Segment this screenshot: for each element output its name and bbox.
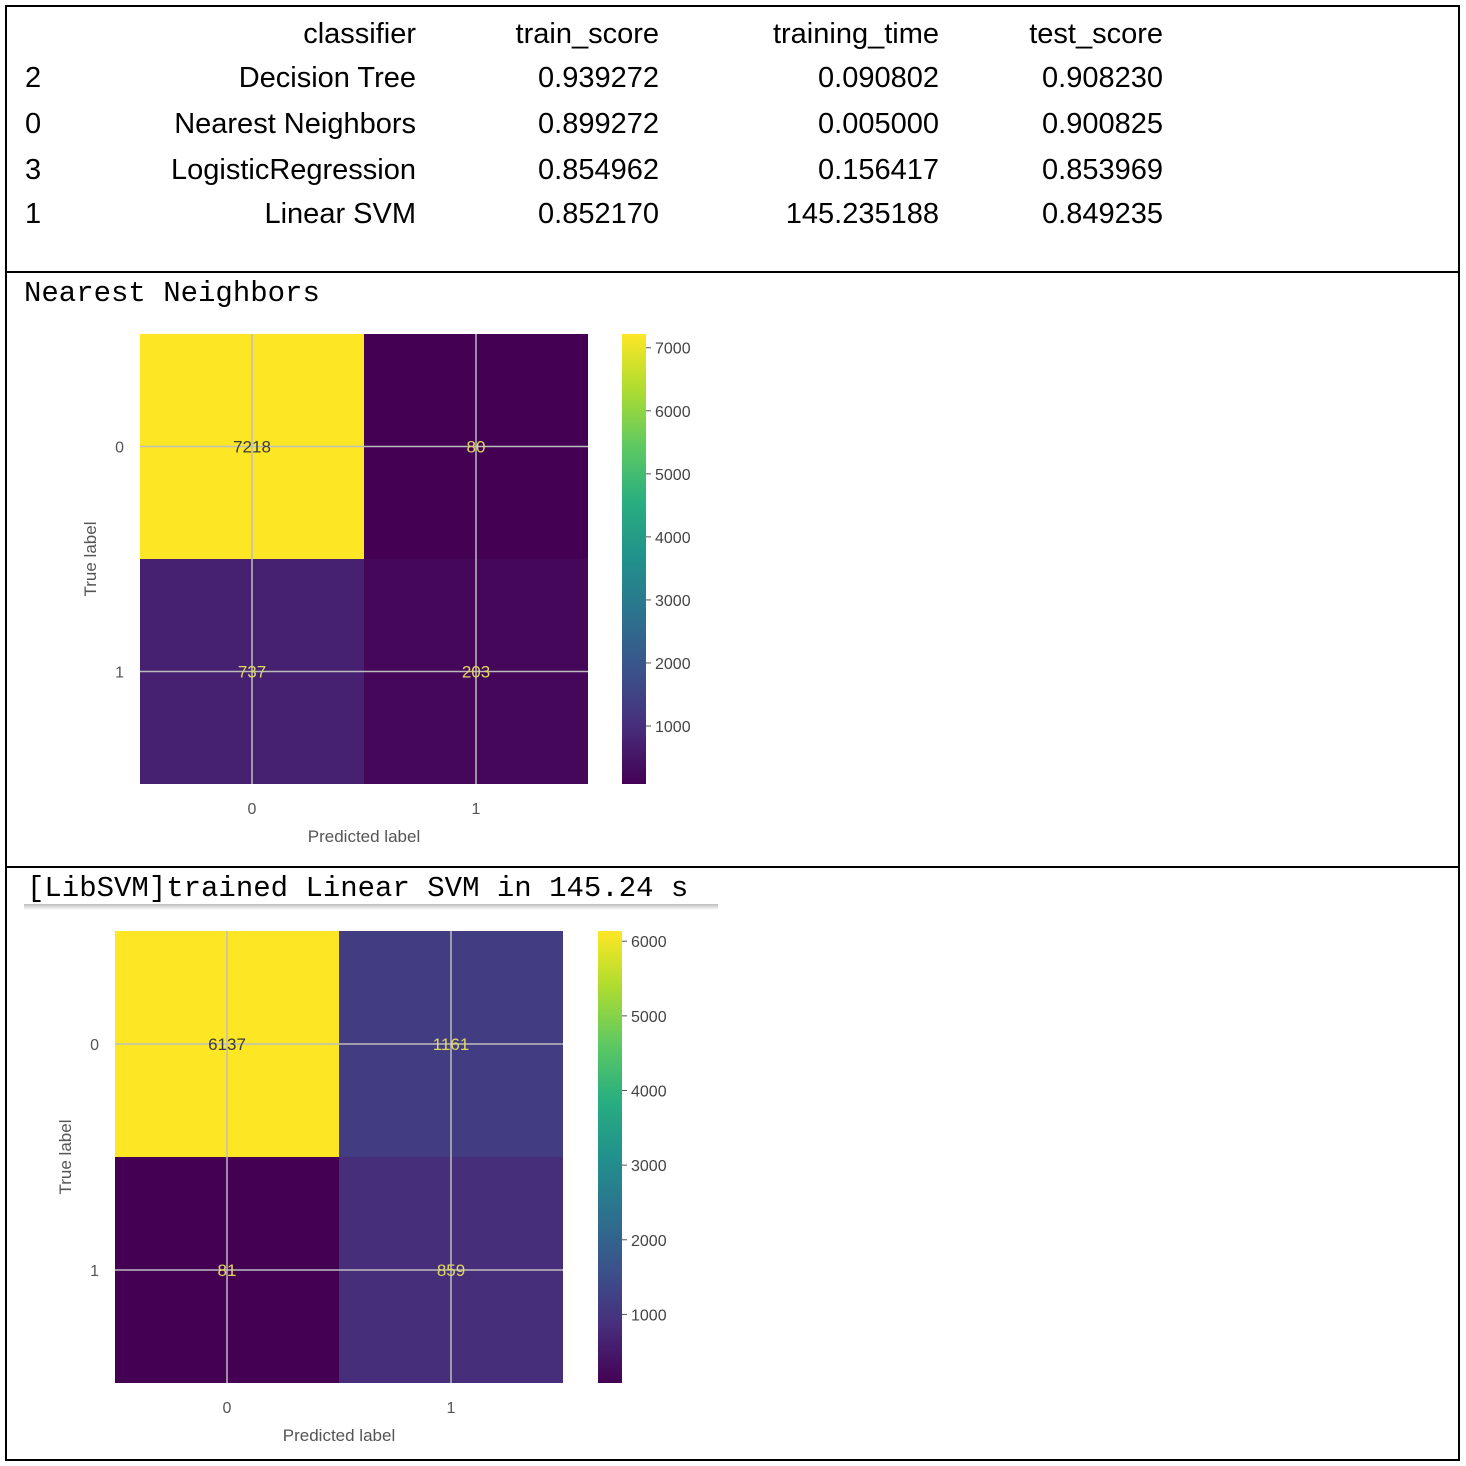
y-tick-label: 1 (115, 665, 124, 682)
cell-value-label: 81 (218, 1261, 237, 1280)
linear-svm-panel: [LibSVM]trained Linear SVM in 145.24 s 6… (5, 866, 1460, 1461)
cell-train-score: 0.852170 (538, 198, 659, 230)
column-header-training-time: training_time (773, 18, 939, 50)
x-axis-label: Predicted label (308, 827, 420, 846)
nearest-neighbors-caption: Nearest Neighbors (24, 277, 320, 310)
colorbar-tick-label: 4000 (655, 530, 691, 547)
row-index: 1 (25, 198, 41, 230)
colorbar-tick-label: 6000 (655, 404, 691, 421)
cell-classifier: Decision Tree (239, 62, 416, 94)
x-tick-label: 1 (447, 1400, 456, 1417)
x-tick-label: 0 (223, 1400, 232, 1417)
cell-test-score: 0.849235 (1042, 198, 1163, 230)
cell-value-label: 203 (462, 663, 490, 682)
column-header-train-score: train_score (516, 18, 659, 50)
colorbar-tick-label: 2000 (631, 1233, 667, 1250)
y-tick-label: 0 (90, 1037, 99, 1054)
cell-test-score: 0.853969 (1042, 154, 1163, 186)
y-tick-label: 0 (115, 440, 124, 457)
x-tick-label: 0 (248, 801, 257, 818)
nearest-neighbors-panel: Nearest Neighbors 7218 80 737 203 0 1 0 1 Predic… (5, 271, 1460, 868)
y-axis-label: True label (56, 1120, 75, 1195)
cell-training-time: 0.090802 (818, 62, 939, 94)
colorbar-tick-label: 1000 (631, 1307, 667, 1324)
cell-classifier: Linear SVM (264, 198, 416, 230)
cell-training-time: 0.156417 (818, 154, 939, 186)
y-tick-label: 1 (90, 1263, 99, 1280)
cell-value-label: 7218 (233, 438, 271, 457)
colorbar-tick-label: 3000 (631, 1158, 667, 1175)
linear-svm-caption: [LibSVM]trained Linear SVM in 145.24 s (27, 872, 689, 905)
cell-classifier: Nearest Neighbors (174, 108, 416, 140)
cell-value-label: 80 (467, 438, 486, 457)
cell-train-score: 0.899272 (538, 108, 659, 140)
cell-value-label: 6137 (208, 1035, 246, 1054)
colorbar-tick-label: 1000 (655, 719, 691, 736)
colorbar-tick-label: 2000 (655, 656, 691, 673)
y-axis-label: True label (81, 522, 100, 597)
caption-divider (24, 904, 718, 910)
row-index: 3 (25, 154, 41, 186)
cell-value-label: 737 (238, 663, 266, 682)
colorbar-tick-label: 5000 (655, 467, 691, 484)
results-table-panel: classifier train_score training_time test_s… (5, 5, 1460, 273)
x-tick-label: 1 (472, 801, 481, 818)
colorbar-tick-label: 7000 (655, 341, 691, 358)
colorbar (598, 931, 622, 1383)
colorbar-tick-label: 6000 (631, 934, 667, 951)
colorbar-tick-label: 4000 (631, 1083, 667, 1100)
row-index: 2 (25, 62, 41, 94)
column-header-test-score: test_score (1029, 18, 1163, 50)
cell-classifier: LogisticRegression (171, 154, 416, 186)
colorbar (622, 334, 646, 784)
cell-train-score: 0.939272 (538, 62, 659, 94)
row-index: 0 (25, 108, 41, 140)
colorbar-tick-label: 3000 (655, 593, 691, 610)
cell-test-score: 0.900825 (1042, 108, 1163, 140)
cell-training-time: 145.235188 (786, 198, 939, 230)
x-axis-label: Predicted label (283, 1426, 395, 1445)
colorbar-tick-label: 5000 (631, 1009, 667, 1026)
cell-train-score: 0.854962 (538, 154, 659, 186)
cell-value-label: 1161 (433, 1035, 470, 1054)
cell-test-score: 0.908230 (1042, 62, 1163, 94)
cell-value-label: 859 (437, 1261, 465, 1280)
column-header-classifier: classifier (303, 18, 416, 50)
nearest-neighbors-confusion-matrix: 7218 80 737 203 0 1 0 1 Predicted label True labe… (81, 334, 691, 846)
linear-svm-confusion-matrix: 6137 1161 81 859 0 1 0 1 Predicted label True lab… (56, 931, 667, 1445)
results-table: classifier train_score training_time test_s… (25, 18, 1163, 230)
cell-training-time: 0.005000 (818, 108, 939, 140)
